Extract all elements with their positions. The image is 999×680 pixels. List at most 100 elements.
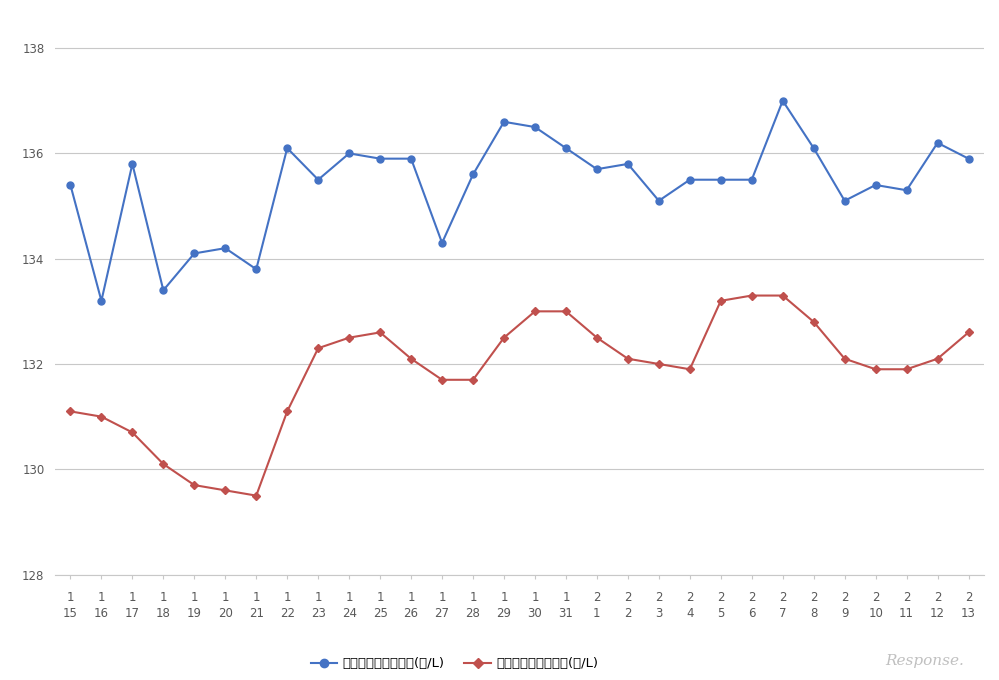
Text: 1: 1: [222, 592, 229, 605]
レギュラー看板価格(円/L): [807, 144, 819, 152]
Text: 1: 1: [191, 592, 198, 605]
レギュラー実売価格(円/L): [776, 292, 788, 300]
Text: 12: 12: [930, 607, 945, 619]
レギュラー看板価格(円/L): [467, 171, 480, 179]
Text: 5: 5: [717, 607, 724, 619]
Text: 1: 1: [346, 592, 353, 605]
Text: 2: 2: [748, 592, 755, 605]
レギュラー看板価格(円/L): [869, 181, 881, 189]
レギュラー実売価格(円/L): [807, 318, 819, 326]
レギュラー看板価格(円/L): [250, 265, 262, 273]
レギュラー実売価格(円/L): [312, 344, 324, 352]
Text: 26: 26: [404, 607, 419, 619]
Text: 2: 2: [624, 592, 631, 605]
Text: 21: 21: [249, 607, 264, 619]
Text: 8: 8: [810, 607, 817, 619]
Text: 2: 2: [903, 592, 910, 605]
レギュラー看板価格(円/L): [590, 165, 602, 173]
レギュラー実売価格(円/L): [498, 334, 509, 342]
Text: 18: 18: [156, 607, 171, 619]
Text: 3: 3: [655, 607, 662, 619]
レギュラー実売価格(円/L): [158, 460, 170, 468]
Text: 29: 29: [497, 607, 511, 619]
レギュラー実売価格(円/L): [590, 334, 602, 342]
レギュラー実売価格(円/L): [838, 355, 850, 363]
Text: 2: 2: [965, 592, 972, 605]
Text: 23: 23: [311, 607, 326, 619]
レギュラー看板価格(円/L): [312, 175, 324, 184]
Text: 2: 2: [841, 592, 848, 605]
Text: 1: 1: [593, 607, 600, 619]
Text: 2: 2: [872, 592, 879, 605]
Text: 1: 1: [129, 592, 136, 605]
Text: 15: 15: [63, 607, 78, 619]
Text: 2: 2: [624, 607, 631, 619]
Text: 1: 1: [439, 592, 446, 605]
レギュラー看板価格(円/L): [559, 144, 571, 152]
レギュラー実売価格(円/L): [188, 481, 200, 489]
Text: 9: 9: [841, 607, 848, 619]
レギュラー実売価格(円/L): [467, 376, 480, 384]
レギュラー実売価格(円/L): [250, 492, 262, 500]
Text: 11: 11: [899, 607, 914, 619]
Text: 24: 24: [342, 607, 357, 619]
Text: 1: 1: [253, 592, 260, 605]
Text: 1: 1: [67, 592, 74, 605]
Text: 31: 31: [558, 607, 573, 619]
Text: 1: 1: [284, 592, 291, 605]
レギュラー実売価格(円/L): [344, 334, 356, 342]
レギュラー看板価格(円/L): [219, 244, 231, 252]
Text: 28: 28: [466, 607, 481, 619]
Text: 2: 2: [593, 592, 600, 605]
レギュラー看板価格(円/L): [158, 286, 170, 294]
レギュラー実売価格(円/L): [683, 365, 695, 373]
レギュラー看板価格(円/L): [436, 239, 448, 247]
Text: 19: 19: [187, 607, 202, 619]
Text: 1: 1: [470, 592, 477, 605]
レギュラー実売価格(円/L): [869, 365, 881, 373]
レギュラー実売価格(円/L): [559, 307, 571, 316]
Text: 7: 7: [779, 607, 786, 619]
Text: 1: 1: [377, 592, 384, 605]
レギュラー実売価格(円/L): [900, 365, 912, 373]
レギュラー実売価格(円/L): [529, 307, 541, 316]
レギュラー看板価格(円/L): [64, 181, 77, 189]
レギュラー看板価格(円/L): [652, 197, 664, 205]
Text: 6: 6: [748, 607, 755, 619]
Text: 1: 1: [500, 592, 507, 605]
Text: 2: 2: [779, 592, 786, 605]
レギュラー実売価格(円/L): [436, 376, 448, 384]
Line: レギュラー実売価格(円/L): レギュラー実売価格(円/L): [68, 293, 971, 498]
Text: 4: 4: [686, 607, 693, 619]
Text: 16: 16: [94, 607, 109, 619]
Text: 1: 1: [160, 592, 167, 605]
レギュラー実売価格(円/L): [282, 407, 294, 415]
Legend: レギュラー看板価格(円/L), レギュラー実売価格(円/L): レギュラー看板価格(円/L), レギュラー実売価格(円/L): [311, 658, 598, 670]
Text: Response.: Response.: [885, 653, 964, 668]
レギュラー看板価格(円/L): [406, 154, 418, 163]
レギュラー看板価格(円/L): [498, 118, 509, 126]
Text: 13: 13: [961, 607, 976, 619]
レギュラー看板価格(円/L): [188, 250, 200, 258]
レギュラー実売価格(円/L): [64, 407, 77, 415]
レギュラー看板価格(円/L): [962, 154, 974, 163]
レギュラー実売価格(円/L): [126, 428, 138, 437]
Text: 2: 2: [934, 592, 941, 605]
Line: レギュラー看板価格(円/L): レギュラー看板価格(円/L): [67, 97, 972, 304]
レギュラー実売価格(円/L): [406, 355, 418, 363]
レギュラー実売価格(円/L): [962, 328, 974, 337]
Text: 10: 10: [868, 607, 883, 619]
レギュラー看板価格(円/L): [126, 160, 138, 168]
レギュラー実売価格(円/L): [745, 292, 757, 300]
Text: 30: 30: [527, 607, 542, 619]
Text: 2: 2: [717, 592, 724, 605]
Text: 1: 1: [408, 592, 415, 605]
Text: 25: 25: [373, 607, 388, 619]
レギュラー実売価格(円/L): [95, 413, 108, 421]
レギュラー看板価格(円/L): [838, 197, 850, 205]
レギュラー実売価格(円/L): [714, 296, 726, 305]
レギュラー看板価格(円/L): [621, 160, 633, 168]
レギュラー看板価格(円/L): [745, 175, 757, 184]
レギュラー実売価格(円/L): [621, 355, 633, 363]
レギュラー実売価格(円/L): [652, 360, 664, 368]
